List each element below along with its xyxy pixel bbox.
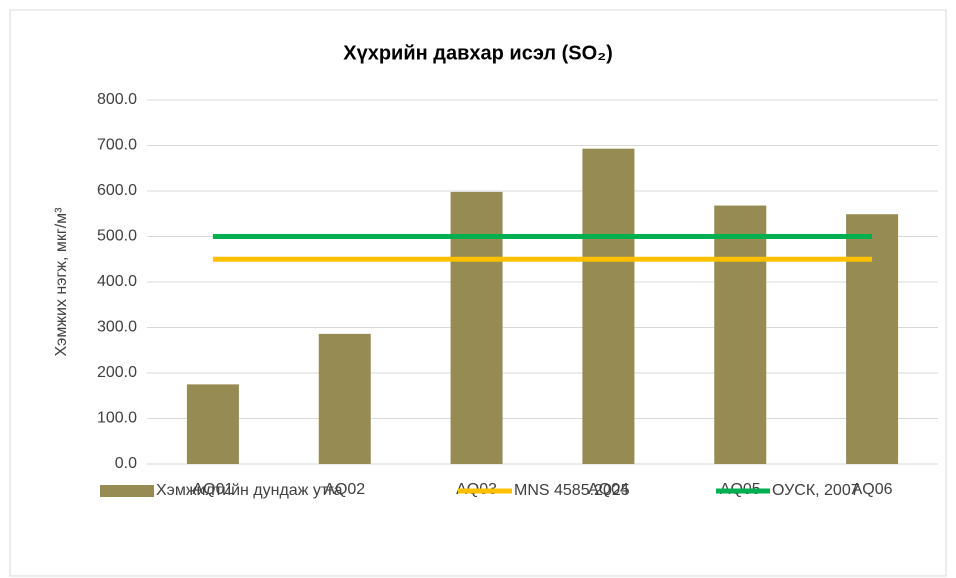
y-tick-label: 600.0 — [97, 182, 137, 199]
legend-label: ОУСК, 2007 — [772, 482, 860, 499]
y-tick-label: 300.0 — [97, 319, 137, 336]
bar — [714, 205, 767, 464]
y-tick-label: 0.0 — [115, 455, 137, 472]
legend-swatch — [100, 485, 154, 497]
x-tick-label: AQ06 — [852, 481, 893, 498]
bar — [450, 191, 503, 464]
y-tick-label: 800.0 — [97, 91, 137, 108]
chart-title: Хүхрийн давхар исэл (SO₂) — [343, 42, 613, 64]
y-tick-label: 100.0 — [97, 410, 137, 427]
bar — [186, 384, 239, 464]
bar — [846, 214, 899, 464]
bar — [582, 148, 635, 464]
legend-label: Хэмжилтийн дундаж утга — [156, 482, 343, 499]
y-tick-label: 500.0 — [97, 228, 137, 245]
bar — [318, 333, 371, 464]
y-tick-label: 200.0 — [97, 364, 137, 381]
x-tick-label: AQ01 — [192, 481, 233, 498]
y-tick-label: 400.0 — [97, 273, 137, 290]
legend-label: MNS 4585:2025 — [514, 482, 630, 499]
x-tick-label: AQ02 — [324, 481, 365, 498]
y-tick-label: 700.0 — [97, 137, 137, 154]
x-tick-label: AQ04 — [588, 481, 629, 498]
y-axis-label: Хэмжих нэгж, мкг/м³ — [53, 207, 70, 357]
